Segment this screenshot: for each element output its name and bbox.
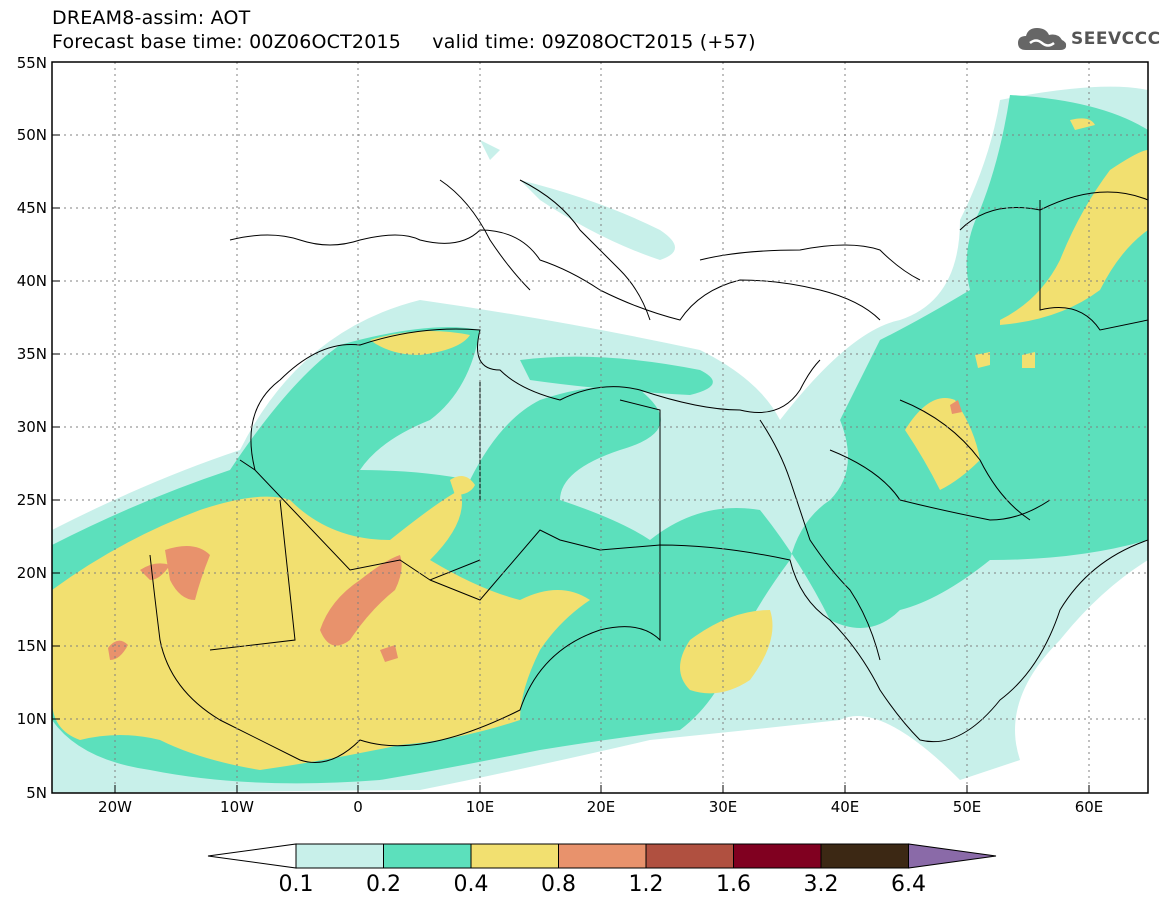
- lat-label: 10N: [17, 710, 47, 728]
- lat-label: 30N: [17, 418, 47, 436]
- colorbar-segment: [645, 843, 734, 869]
- aot-level-0.8: [108, 400, 962, 662]
- colorbar-label: 0.1: [279, 872, 314, 897]
- colorbar: 0.1 0.2 0.4 0.8 1.2 1.6 3.2 6.4: [207, 843, 997, 897]
- logo-text: SEEVCCC: [1071, 29, 1161, 49]
- lat-label: 45N: [17, 199, 47, 217]
- cloud-icon: [1018, 28, 1067, 50]
- colorbar-label: 0.2: [366, 872, 401, 897]
- lat-label: 55N: [17, 54, 47, 72]
- coastlines: [149, 179, 1148, 763]
- lat-label: 50N: [17, 126, 47, 144]
- valid-time-label: valid time: 09Z08OCT2015 (+57): [432, 31, 756, 53]
- map-title: DREAM8-assim: AOT: [52, 7, 251, 29]
- lon-label: 20E: [587, 798, 616, 816]
- lon-label: 60E: [1075, 798, 1104, 816]
- lon-label: 0: [353, 798, 363, 816]
- colorbar-label: 6.4: [891, 872, 926, 897]
- colorbar-label: 1.6: [716, 872, 751, 897]
- colorbar-under-arrow: [207, 843, 297, 869]
- colorbar-label: 0.8: [541, 872, 576, 897]
- latitude-labels: 5N 10N 15N 20N 25N 30N 35N 40N 45N 50N 5…: [17, 54, 47, 802]
- lat-label: 5N: [26, 784, 47, 802]
- lat-label: 15N: [17, 637, 47, 655]
- lon-label: 10W: [220, 798, 254, 816]
- lon-label: 20W: [98, 798, 132, 816]
- lon-label: 10E: [466, 798, 495, 816]
- colorbar-segment: [470, 843, 559, 869]
- colorbar-segment: [558, 843, 647, 869]
- colorbar-segment: [733, 843, 822, 869]
- tick-marks: [52, 61, 1090, 794]
- forecast-times: Forecast base time: 00Z06OCT2015 valid t…: [52, 32, 756, 52]
- lat-label: 40N: [17, 272, 47, 290]
- lat-label: 35N: [17, 345, 47, 363]
- aot-fields: [52, 86, 1148, 793]
- lat-label: 25N: [17, 491, 47, 509]
- seevccc-logo: SEEVCCC: [1016, 22, 1161, 56]
- colorbar-segment: [383, 843, 472, 869]
- colorbar-label: 3.2: [804, 872, 839, 897]
- base-time-label: Forecast base time: 00Z06OCT2015: [52, 31, 402, 53]
- grid-lines: [52, 62, 1148, 793]
- longitude-labels: 20W 10W 0 10E 20E 30E 40E 50E 60E: [98, 798, 1103, 816]
- lon-label: 40E: [831, 798, 860, 816]
- colorbar-segment: [820, 843, 909, 869]
- lon-label: 50E: [953, 798, 982, 816]
- lon-label: 30E: [709, 798, 738, 816]
- colorbar-over-arrow: [908, 843, 997, 869]
- lat-label: 20N: [17, 564, 47, 582]
- colorbar-label: 1.2: [629, 872, 664, 897]
- colorbar-segment: [295, 843, 384, 869]
- colorbar-label: 0.4: [454, 872, 489, 897]
